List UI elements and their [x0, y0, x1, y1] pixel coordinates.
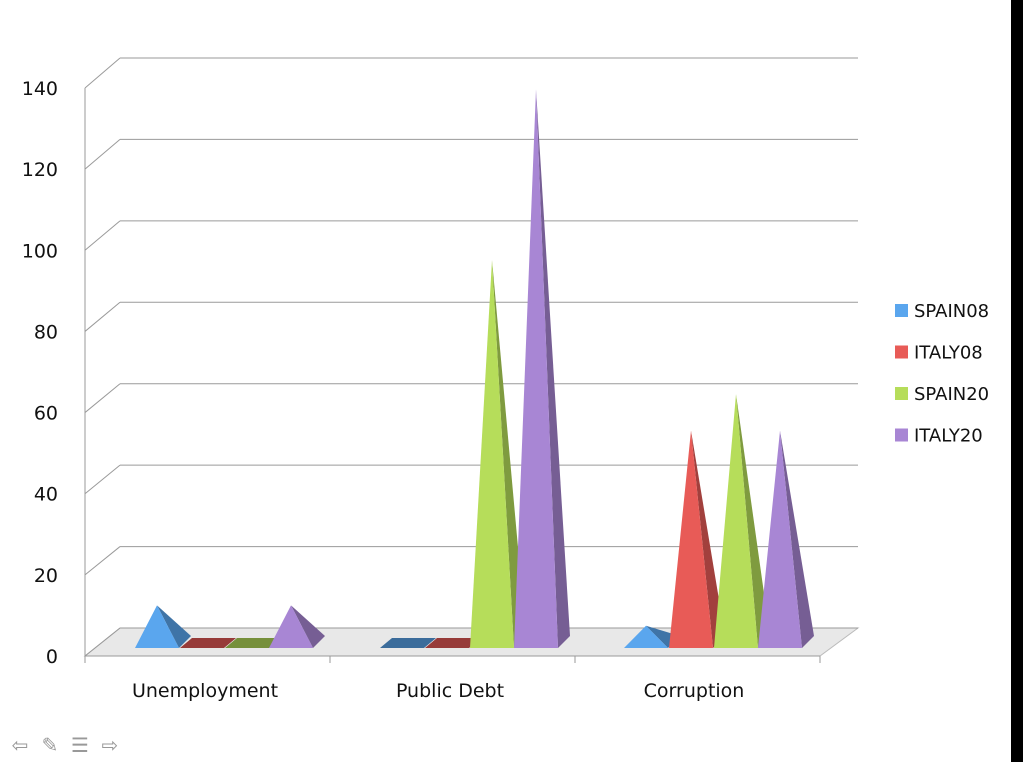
- y-tick-label: 80: [34, 321, 58, 343]
- pyramid-front: [470, 259, 514, 648]
- gridline-side: [84, 301, 121, 332]
- gridline-side: [84, 546, 121, 576]
- pyramid-front: [669, 430, 713, 648]
- y-tick-label: 20: [34, 565, 58, 587]
- pyramid-side: [536, 89, 570, 648]
- pyramid-front: [269, 605, 313, 648]
- pyramid-side: [492, 259, 526, 648]
- x-category-label: Unemployment: [132, 680, 278, 702]
- x-category-label: Public Debt: [396, 680, 504, 702]
- gridline-side: [84, 220, 121, 251]
- legend-label: SPAIN08: [914, 301, 989, 322]
- pyramid-side: [291, 605, 325, 648]
- slide-nav: ⇦ ✎ ☰ ⇨: [8, 734, 122, 756]
- y-tick-label: 60: [34, 403, 58, 425]
- legend-label: SPAIN20: [914, 384, 989, 405]
- gridline-side: [84, 139, 121, 170]
- pen-icon[interactable]: ✎: [41, 733, 59, 757]
- legend-swatch: [895, 428, 908, 442]
- y-tick-label: 40: [34, 484, 58, 506]
- legend-swatch: [895, 304, 908, 317]
- window-edge: [1011, 0, 1023, 762]
- gridline-side: [84, 627, 121, 657]
- gridline-side: [84, 383, 121, 413]
- pyramid-front: [624, 625, 668, 648]
- gridline-side: [84, 57, 121, 89]
- y-tick-label: 140: [22, 78, 58, 100]
- pyramid-front: [514, 89, 558, 648]
- back-arrow-icon[interactable]: ⇦: [11, 733, 29, 757]
- y-tick-label: 100: [22, 240, 58, 262]
- pyramid-flat: [180, 638, 236, 648]
- legend-label: ITALY08: [914, 343, 983, 364]
- pyramid-flat: [225, 638, 281, 648]
- forward-arrow-icon[interactable]: ⇨: [101, 733, 119, 757]
- gridline-side: [84, 464, 121, 495]
- pyramid-flat: [380, 638, 436, 648]
- menu-icon[interactable]: ☰: [71, 733, 89, 757]
- pyramid-side: [157, 605, 191, 648]
- pyramid-side: [691, 430, 725, 648]
- pyramid-side: [780, 430, 814, 648]
- y-tick-label: 0: [46, 646, 58, 668]
- pyramid-flat: [425, 638, 481, 648]
- pyramid-front: [714, 394, 758, 648]
- y-tick-label: 120: [22, 159, 58, 181]
- legend-label: ITALY20: [914, 426, 983, 447]
- x-category-label: Corruption: [644, 680, 745, 702]
- pyramid-front: [758, 430, 802, 648]
- pyramid-front: [135, 605, 179, 648]
- legend-swatch: [895, 345, 908, 359]
- legend-swatch: [895, 387, 908, 400]
- pyramid-side: [736, 394, 770, 648]
